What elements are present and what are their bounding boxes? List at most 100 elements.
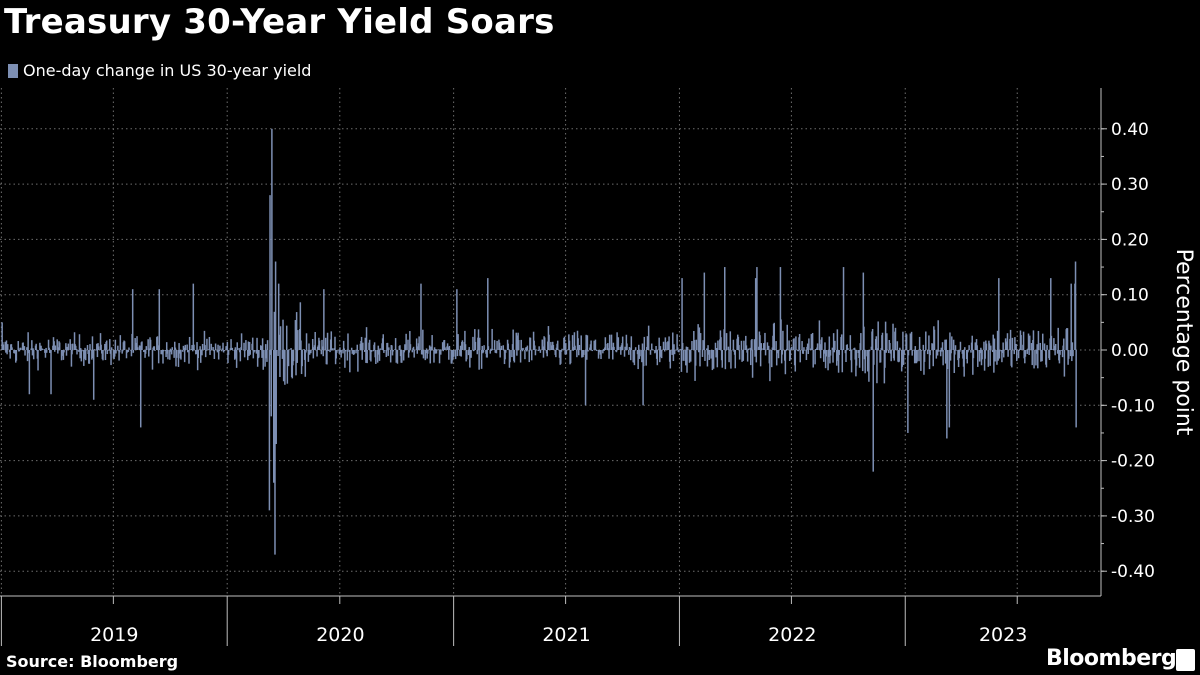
bar — [1048, 350, 1051, 361]
bar — [829, 350, 832, 356]
bar — [197, 350, 200, 359]
bar — [275, 350, 277, 445]
bar — [951, 336, 953, 350]
bar — [58, 342, 61, 350]
bar — [620, 350, 622, 355]
bar — [600, 350, 602, 360]
bar — [86, 345, 89, 350]
bar — [949, 332, 951, 350]
bar — [988, 343, 991, 350]
bar — [17, 341, 19, 350]
bar — [256, 337, 258, 350]
bar — [833, 350, 836, 353]
bar — [1046, 345, 1048, 350]
bar — [519, 350, 522, 363]
bar — [954, 350, 956, 355]
bar — [936, 350, 939, 356]
bar — [695, 339, 698, 350]
bar — [1003, 350, 1005, 358]
bar — [322, 350, 324, 357]
bar — [173, 350, 175, 358]
bar — [595, 350, 598, 351]
bar — [983, 350, 986, 371]
bar — [548, 334, 550, 350]
bar — [327, 350, 329, 352]
bar — [104, 350, 107, 361]
bar — [967, 350, 969, 353]
bar — [188, 350, 190, 364]
bar — [144, 350, 147, 354]
bar — [175, 350, 178, 358]
bar — [662, 341, 665, 350]
bar — [571, 335, 574, 350]
y-tick-label: -0.30 — [1111, 507, 1155, 527]
bar — [894, 327, 897, 350]
bar — [626, 343, 628, 350]
bar — [629, 350, 632, 361]
bar — [698, 327, 701, 350]
bar — [320, 350, 323, 355]
bar — [169, 350, 171, 360]
bar — [487, 278, 489, 350]
bar — [409, 344, 412, 350]
bar — [434, 350, 436, 354]
bar — [681, 342, 684, 350]
bar — [920, 350, 922, 371]
bar — [386, 342, 389, 350]
bar — [44, 350, 47, 358]
bar — [1014, 337, 1016, 350]
bar — [196, 350, 199, 371]
bar — [732, 339, 735, 350]
bar — [490, 350, 493, 351]
bar — [645, 350, 647, 366]
bar — [219, 345, 221, 350]
bar — [96, 350, 99, 358]
bar — [442, 350, 445, 352]
bar — [823, 350, 826, 354]
bar — [261, 350, 263, 358]
bar — [210, 343, 213, 350]
bar — [307, 350, 310, 362]
bar — [201, 343, 204, 350]
bar — [1027, 333, 1030, 350]
bar — [408, 350, 410, 353]
bar — [807, 350, 810, 355]
bar — [1071, 350, 1073, 362]
x-tick-label: 2021 — [542, 624, 590, 646]
bar — [834, 340, 836, 350]
bar — [734, 350, 737, 369]
bar — [1039, 342, 1042, 350]
bar — [754, 350, 756, 357]
bar — [104, 343, 106, 350]
bar — [868, 350, 871, 352]
bar — [339, 347, 341, 350]
bar — [479, 337, 481, 350]
bar — [1057, 327, 1059, 350]
bar — [154, 350, 156, 351]
bar — [756, 267, 758, 350]
bar — [264, 350, 266, 367]
bar — [902, 331, 904, 350]
bar — [364, 337, 367, 350]
bar — [691, 341, 693, 350]
bar — [517, 340, 520, 350]
bar — [127, 350, 130, 352]
bar — [256, 350, 259, 367]
bar — [1006, 333, 1009, 350]
bar — [128, 347, 130, 350]
bar — [541, 339, 543, 350]
bar — [346, 350, 349, 361]
bar — [344, 350, 346, 368]
bar — [780, 319, 782, 350]
bar — [153, 346, 156, 350]
bar — [805, 350, 808, 361]
bar — [650, 343, 653, 350]
bar — [431, 335, 433, 350]
bar — [32, 350, 35, 360]
bar — [15, 350, 18, 361]
bar — [959, 341, 962, 350]
bar — [435, 349, 437, 350]
bar — [438, 350, 441, 364]
bar — [446, 343, 449, 350]
bar — [931, 343, 934, 350]
